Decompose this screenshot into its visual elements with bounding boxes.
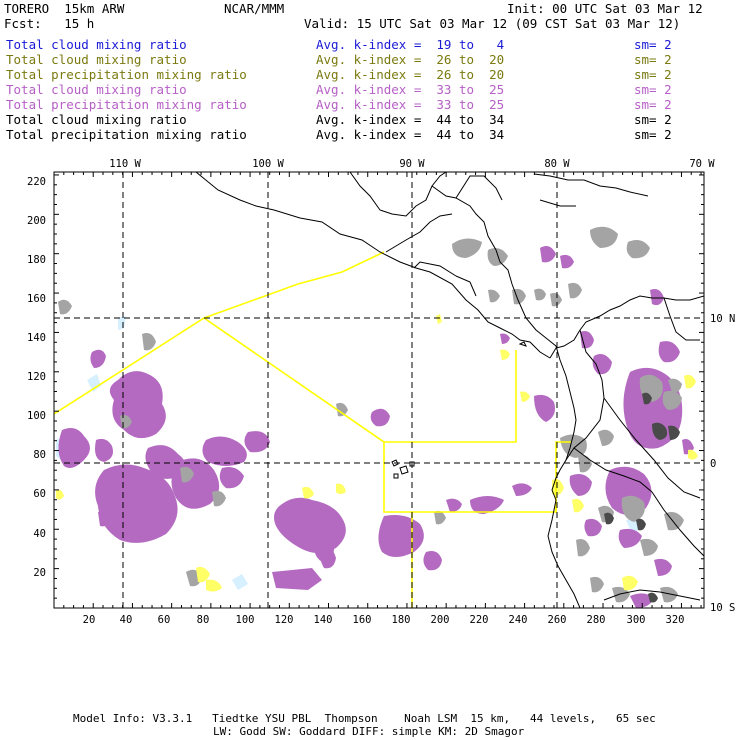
legend-sm: sm= 2 (634, 52, 672, 67)
y-tick-label: 180 (27, 254, 46, 266)
x-tick-label: 200 (431, 614, 450, 626)
x-tick-label: 20 (83, 614, 96, 626)
lat-lon-grid (54, 172, 704, 608)
legend-kindex: Avg. k-index = 33 to 25 (316, 97, 505, 112)
legend-field: Total cloud mixing ratio (6, 52, 187, 67)
y-tick-label: 60 (33, 488, 46, 500)
lon-label: 110 W (109, 158, 141, 170)
y-tick-label: 140 (27, 332, 46, 344)
legend-sm: sm= 2 (634, 112, 672, 127)
x-tick-label: 60 (158, 614, 171, 626)
y-tick-label: 120 (27, 371, 46, 383)
legend-sm: sm= 2 (634, 67, 672, 82)
legend-sm: sm= 2 (634, 37, 672, 52)
lat-label: 0 (710, 458, 716, 470)
legend-field: Total precipitation mixing ratio (6, 67, 247, 82)
plot-frame (53, 171, 705, 609)
x-tick-label: 100 (236, 614, 255, 626)
legend-kindex: Avg. k-index = 44 to 34 (316, 112, 505, 127)
longitude-labels: 110 W 100 W 90 W 80 W 70 W (109, 158, 715, 170)
forecast-hour: Fcst: 15 h (4, 16, 95, 31)
org-label: NCAR/MMM (224, 1, 285, 16)
lon-label: 90 W (399, 158, 425, 170)
y-tick-label: 220 (27, 176, 46, 188)
y-tick-label: 80 (33, 449, 46, 461)
legend-field: Total cloud mixing ratio (6, 82, 187, 97)
lon-label: 70 W (689, 158, 715, 170)
legend-field: Total precipitation mixing ratio (6, 97, 247, 112)
x-tick-label: 260 (548, 614, 567, 626)
lat-label: 10 N (710, 313, 735, 325)
x-tick-label: 300 (627, 614, 646, 626)
legend-kindex: Avg. k-index = 26 to 20 (316, 52, 505, 67)
x-tick-label: 320 (666, 614, 685, 626)
legend-kindex: Avg. k-index = 26 to 20 (316, 67, 505, 82)
legend-kindex: Avg. k-index = 19 to 4 (316, 37, 505, 52)
x-tick-labels: 20 40 60 80 100 120 140 160 180 200 220 … (83, 614, 685, 626)
model-info-line1: Model Info: V3.3.1 Tiedtke YSU PBL Thomp… (73, 712, 656, 725)
yellow-regions (56, 314, 698, 592)
x-tick-label: 280 (587, 614, 606, 626)
model-info-line2: LW: Godd SW: Goddard DIFF: simple KM: 2D… (213, 725, 525, 738)
legend-sm: sm= 2 (634, 127, 672, 142)
y-tick-label: 200 (27, 215, 46, 227)
y-tick-label: 40 (33, 528, 46, 540)
legend-kindex: Avg. k-index = 33 to 25 (316, 82, 505, 97)
lon-label: 100 W (252, 158, 284, 170)
init-time: Init: 00 UTC Sat 03 Mar 12 (507, 1, 703, 16)
y-tick-label: 20 (33, 567, 46, 579)
x-tick-label: 180 (392, 614, 411, 626)
legend-kindex: Avg. k-index = 44 to 34 (316, 127, 505, 142)
legend-sm: sm= 2 (634, 97, 672, 112)
x-tick-label: 140 (314, 614, 333, 626)
y-tick-label: 100 (27, 410, 46, 422)
legend-field: Total cloud mixing ratio (6, 37, 187, 52)
lat-label: 10 S (710, 602, 735, 614)
x-tick-label: 240 (509, 614, 528, 626)
latitude-labels: 10 N 0 10 S (710, 313, 735, 614)
y-tick-labels: 20 40 60 80 100 120 140 160 180 200 220 (27, 176, 46, 579)
lon-label: 80 W (544, 158, 570, 170)
violet-cloud-regions (58, 246, 694, 608)
x-tick-label: 40 (120, 614, 133, 626)
x-tick-label: 120 (275, 614, 294, 626)
legend-field: Total cloud mixing ratio (6, 112, 187, 127)
y-tick-label: 160 (27, 293, 46, 305)
legend-sm: sm= 2 (634, 82, 672, 97)
x-tick-label: 80 (197, 614, 210, 626)
valid-time: Valid: 15 UTC Sat 03 Mar 12 (09 CST Sat … (304, 16, 681, 31)
legend-field: Total precipitation mixing ratio (6, 127, 247, 142)
x-tick-label: 220 (470, 614, 489, 626)
model-title: TORERO 15km ARW (4, 1, 125, 16)
x-tick-label: 160 (353, 614, 372, 626)
dark-cloud-cores (604, 392, 680, 603)
